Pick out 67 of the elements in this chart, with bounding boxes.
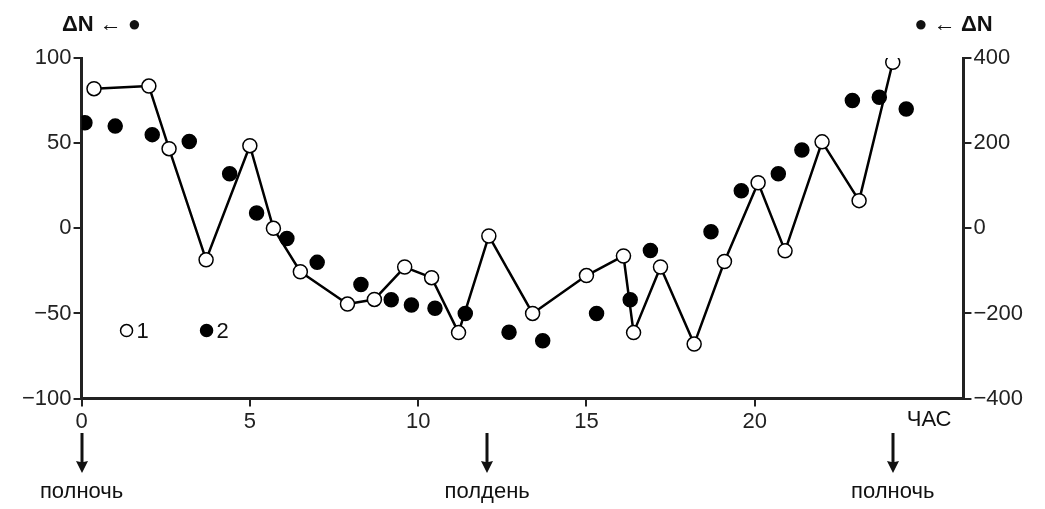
point (181, 133, 198, 150)
point (144, 126, 160, 143)
point (652, 259, 669, 275)
x-tick-label: 15 (574, 407, 599, 433)
y-tick-label: 100 (34, 44, 72, 70)
point (427, 300, 443, 317)
text: полночь (39, 478, 124, 504)
point (770, 166, 787, 182)
point (625, 324, 642, 341)
point (501, 324, 517, 340)
point (481, 228, 497, 244)
point (642, 242, 659, 259)
y-tick-label: 0 (59, 214, 72, 240)
legend-label: 1 (136, 317, 149, 343)
y2-axis-title: ● ← ΔN (914, 11, 993, 37)
x-tick-label: 0 (75, 407, 88, 433)
y-tick-label: 50 (47, 129, 72, 155)
point (814, 134, 830, 150)
point (86, 80, 102, 97)
point (366, 291, 383, 308)
point (703, 223, 719, 240)
point (716, 253, 733, 270)
y2-tick-label: 200 (973, 129, 1011, 155)
point (578, 267, 595, 284)
point (844, 92, 861, 109)
x-tick-label: 5 (243, 407, 256, 433)
point (339, 296, 356, 312)
point (588, 305, 605, 322)
y2-tick-label: 0 (973, 214, 986, 240)
point (383, 292, 399, 308)
y-tick-label: −100 (21, 384, 72, 410)
point (750, 175, 766, 191)
y-tick-label: −50 (34, 299, 72, 325)
point (353, 276, 369, 293)
point (221, 166, 238, 182)
point (733, 183, 750, 199)
point (423, 269, 440, 286)
point (198, 252, 214, 268)
point (396, 259, 413, 275)
point (686, 336, 702, 352)
y2-tick-label: −200 (973, 299, 1024, 325)
y2-tick-label: 400 (973, 44, 1011, 70)
point (403, 297, 420, 313)
point (534, 332, 551, 349)
point (615, 248, 632, 264)
point (248, 205, 265, 221)
x-axis-title: ЧАС (906, 405, 952, 431)
text: полночь (851, 478, 935, 504)
point (794, 142, 810, 158)
point (161, 140, 177, 157)
legend-label: 2 (216, 317, 229, 343)
point (242, 137, 258, 154)
y2-tick-label: −400 (973, 384, 1024, 410)
point (898, 101, 914, 117)
point (309, 254, 325, 271)
point (851, 192, 867, 209)
point (777, 243, 793, 259)
point (107, 118, 123, 134)
point (292, 263, 309, 280)
x-tick-label: 20 (742, 407, 767, 433)
point (265, 220, 282, 237)
point (450, 324, 467, 341)
x-tick-label: 10 (405, 407, 431, 433)
y-axis-title: ΔN ← ● (61, 11, 142, 37)
point (141, 78, 157, 94)
point (524, 305, 541, 322)
text: полдень (444, 478, 530, 504)
